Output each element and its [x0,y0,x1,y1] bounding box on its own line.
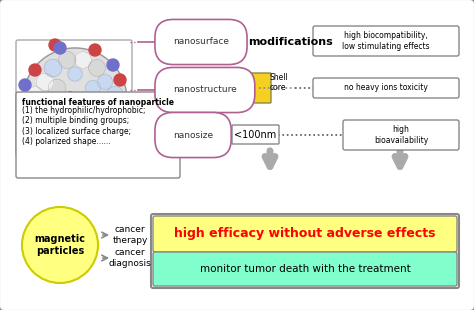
Circle shape [107,86,124,104]
Circle shape [77,108,93,124]
Circle shape [83,117,102,135]
Text: high
bioavailability: high bioavailability [374,125,428,145]
Circle shape [98,74,112,90]
Circle shape [64,149,76,161]
Circle shape [58,51,75,69]
Text: magnetic
particles: magnetic particles [35,234,85,256]
Circle shape [65,92,75,102]
Circle shape [19,104,31,116]
FancyBboxPatch shape [153,252,457,286]
Text: high biocompatibility,
low stimulating effects: high biocompatibility, low stimulating e… [342,31,430,51]
Circle shape [68,67,82,81]
Text: core: core [270,83,286,92]
Text: <100nm: <100nm [234,130,276,140]
Circle shape [54,42,66,54]
Circle shape [36,73,54,91]
Text: nanosurface: nanosurface [173,38,229,46]
Text: monitor tumor death with the treatment: monitor tumor death with the treatment [200,264,410,274]
Circle shape [29,64,41,76]
Text: no heavy ions toxicity: no heavy ions toxicity [344,83,428,92]
Text: modifications: modifications [248,37,333,47]
Circle shape [50,119,64,133]
Circle shape [34,139,46,151]
Text: Shell: Shell [270,73,289,82]
Circle shape [89,60,105,76]
FancyBboxPatch shape [153,216,457,252]
Circle shape [23,48,127,152]
Circle shape [39,146,51,158]
Circle shape [107,59,119,71]
Circle shape [99,139,111,151]
Circle shape [30,105,50,125]
Text: (1) the hydrophilic/hydrophobic;
(2) multiple binding groups;
(3) localized surf: (1) the hydrophilic/hydrophobic; (2) mul… [22,106,146,146]
Circle shape [89,44,101,56]
Circle shape [58,109,72,123]
Circle shape [84,149,96,161]
Circle shape [40,95,58,113]
Circle shape [85,81,100,95]
Circle shape [114,74,126,86]
FancyBboxPatch shape [313,78,459,98]
FancyBboxPatch shape [16,92,180,178]
Circle shape [44,59,62,77]
Text: functional features of nanoparticle: functional features of nanoparticle [22,98,174,107]
Circle shape [22,207,98,283]
Circle shape [27,86,44,104]
Circle shape [49,39,61,51]
FancyBboxPatch shape [313,26,459,56]
Circle shape [48,79,66,97]
FancyBboxPatch shape [232,125,279,144]
Circle shape [19,79,31,91]
FancyBboxPatch shape [343,120,459,150]
Text: nanostructure: nanostructure [173,86,237,95]
Text: cancer
therapy: cancer therapy [112,225,148,245]
Text: nanosize: nanosize [173,131,213,140]
FancyBboxPatch shape [247,73,271,103]
Circle shape [117,104,129,116]
Circle shape [75,52,91,68]
Circle shape [102,108,118,122]
Text: cancer
diagnosis: cancer diagnosis [109,248,151,268]
Text: high efficacy without adverse effects: high efficacy without adverse effects [174,228,436,241]
Circle shape [114,124,126,136]
Circle shape [67,92,83,108]
Circle shape [93,96,109,112]
